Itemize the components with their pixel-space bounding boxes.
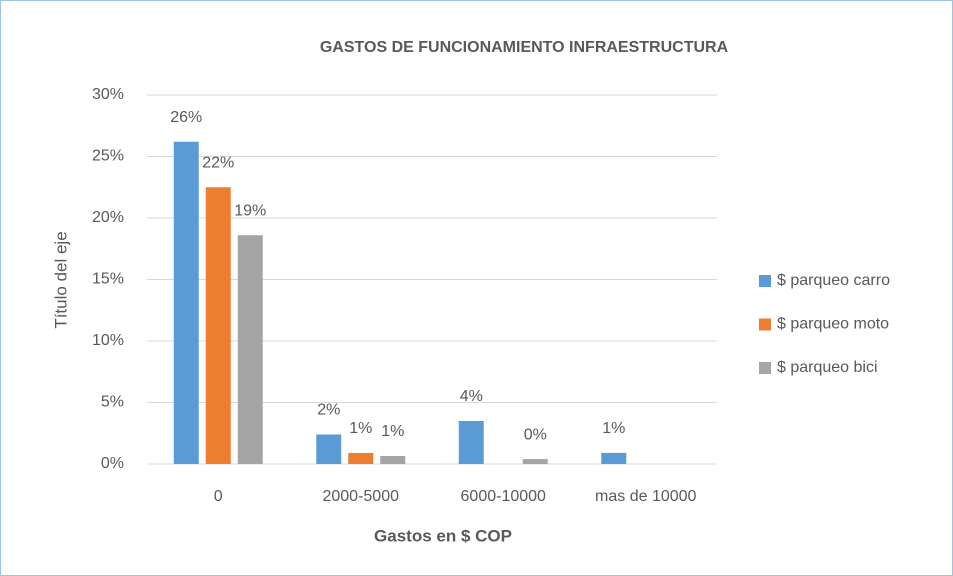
bar — [458, 420, 484, 464]
legend-swatch — [759, 318, 771, 331]
y-tick-label: 0% — [101, 455, 124, 472]
x-tick-label: mas de 10000 — [595, 488, 697, 505]
bar — [205, 187, 231, 464]
legend-swatch — [759, 275, 771, 287]
y-tick-label: 20% — [92, 209, 124, 226]
bar — [173, 141, 199, 465]
legend-label: $ parqueo bici — [777, 359, 878, 376]
legend-label: $ parqueo carro — [777, 272, 890, 289]
data-label: 2% — [317, 402, 340, 419]
data-label: 26% — [170, 109, 202, 126]
x-tick-label: 2000-5000 — [322, 488, 399, 505]
y-tick-label: 25% — [92, 148, 124, 165]
bar — [380, 456, 406, 464]
bar — [348, 452, 374, 464]
legend-swatch — [759, 362, 771, 374]
x-tick-label: 6000-10000 — [461, 488, 547, 505]
y-axis-title: Título del eje — [51, 231, 70, 328]
data-label: 22% — [202, 154, 234, 171]
bar — [601, 452, 627, 464]
chart-title: GASTOS DE FUNCIONAMIENTO INFRAESTRUCTURA — [320, 39, 729, 56]
bar — [237, 235, 263, 464]
data-label: 19% — [234, 202, 266, 219]
data-label: 1% — [349, 420, 372, 437]
bar — [316, 434, 342, 464]
y-tick-label: 15% — [92, 271, 124, 288]
y-tick-label: 10% — [92, 332, 124, 349]
y-tick-label: 30% — [92, 86, 124, 103]
data-label: 1% — [602, 420, 625, 437]
legend-label: $ parqueo moto — [777, 316, 889, 333]
y-tick-label: 5% — [101, 394, 124, 411]
bar — [522, 459, 548, 464]
x-tick-label: 0 — [214, 488, 223, 505]
x-axis-title: Gastos en $ COP — [374, 526, 512, 545]
data-label: 0% — [524, 426, 547, 443]
data-label: 4% — [460, 388, 483, 405]
data-label: 1% — [381, 423, 404, 440]
